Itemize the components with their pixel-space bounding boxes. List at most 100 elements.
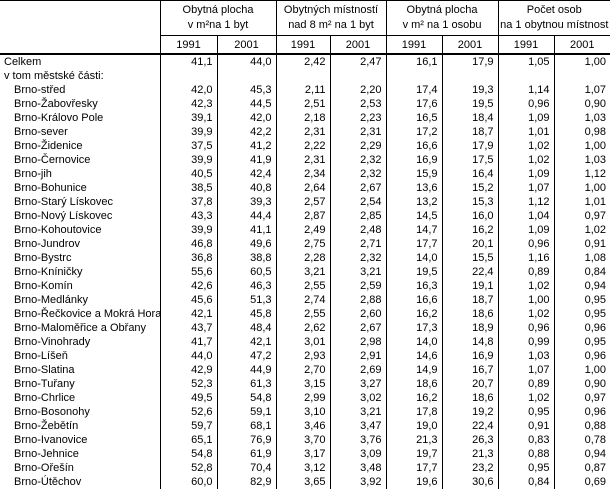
cell-value: 18,6 — [386, 377, 442, 391]
cell-value: 15,5 — [442, 251, 498, 265]
row-label: Brno-Líšeň — [0, 349, 160, 363]
cell-value: 45,3 — [217, 83, 276, 97]
cell-value: 42,3 — [160, 97, 217, 111]
cell-value: 0,97 — [554, 209, 610, 223]
cell-value: 42,4 — [217, 167, 276, 181]
cell-value: 1,09 — [498, 167, 554, 181]
row-label: Brno-střed — [0, 83, 160, 97]
cell-value: 16,6 — [386, 293, 442, 307]
cell-value: 2,22 — [276, 139, 330, 153]
cell-value: 14,9 — [386, 363, 442, 377]
cell-value: 17,8 — [386, 405, 442, 419]
row-label: Brno-Kníničky — [0, 265, 160, 279]
cell-value: 15,3 — [442, 195, 498, 209]
cell-value: 1,03 — [554, 111, 610, 125]
row-label: v tom městské části: — [0, 69, 160, 83]
table-row: Brno-Bohunice 38,5 40,8 2,64 2,67 13,6 1… — [0, 181, 610, 195]
cell-value: 52,6 — [160, 405, 217, 419]
cell-value: 1,16 — [498, 251, 554, 265]
cell-value: 2,74 — [276, 293, 330, 307]
cell-value: 54,8 — [160, 447, 217, 461]
cell-value: 19,0 — [386, 419, 442, 433]
cell-value: 19,5 — [442, 97, 498, 111]
cell-value: 44,5 — [217, 97, 276, 111]
cell-value: 2,32 — [330, 167, 386, 181]
cell-value: 45,6 — [160, 293, 217, 307]
row-label: Brno-Bosonohy — [0, 405, 160, 419]
cell-value: 2,42 — [276, 54, 330, 69]
cell-value: 17,6 — [386, 97, 442, 111]
cell-value: 2,67 — [330, 321, 386, 335]
cell-value: 17,7 — [386, 461, 442, 475]
cell-value: 1,02 — [498, 139, 554, 153]
cell-value: 44,0 — [217, 54, 276, 69]
cell-value: 3,27 — [330, 377, 386, 391]
cell-value: 36,8 — [160, 251, 217, 265]
cell-value: 1,03 — [554, 153, 610, 167]
cell-value: 2,28 — [276, 251, 330, 265]
cell-value: 1,00 — [554, 139, 610, 153]
cell-value: 3,15 — [276, 377, 330, 391]
cell-value: 0,83 — [498, 433, 554, 447]
cell-value: 45,8 — [217, 307, 276, 321]
table-row: Brno-Královo Pole 39,1 42,0 2,18 2,23 16… — [0, 111, 610, 125]
cell-value: 1,09 — [498, 223, 554, 237]
row-label: Brno-Židenice — [0, 139, 160, 153]
cell-value: 3,46 — [276, 419, 330, 433]
cell-value: 37,8 — [160, 195, 217, 209]
table-row: Brno-Žebětín 59,7 68,1 3,46 3,47 19,0 22… — [0, 419, 610, 433]
cell-value: 61,9 — [217, 447, 276, 461]
cell-value — [554, 69, 610, 83]
cell-value: 17,9 — [442, 54, 498, 69]
cell-value: 2,48 — [330, 223, 386, 237]
cell-value: 3,65 — [276, 475, 330, 489]
cell-value: 39,9 — [160, 223, 217, 237]
cell-value: 1,01 — [554, 195, 610, 209]
column-group-header: Obytných místností nad 8 m² na 1 byt — [276, 1, 386, 36]
cell-value: 3,21 — [330, 405, 386, 419]
cell-value: 1,01 — [498, 125, 554, 139]
cell-value: 0,84 — [554, 265, 610, 279]
cell-value: 68,1 — [217, 419, 276, 433]
year-header: 1991 — [386, 36, 442, 55]
cell-value: 17,3 — [386, 321, 442, 335]
cell-value: 16,2 — [442, 223, 498, 237]
cell-value: 0,96 — [498, 237, 554, 251]
cell-value: 1,09 — [498, 111, 554, 125]
cell-value: 14,0 — [386, 251, 442, 265]
table-row: Celkem 41,1 44,0 2,42 2,47 16,1 17,9 1,0… — [0, 54, 610, 69]
cell-value: 17,7 — [386, 237, 442, 251]
cell-value: 13,6 — [386, 181, 442, 195]
cell-value: 14,0 — [386, 335, 442, 349]
cell-value — [386, 69, 442, 83]
cell-value: 2,20 — [330, 83, 386, 97]
table-row: Brno-Útěchov 60,0 82,9 3,65 3,92 19,6 30… — [0, 475, 610, 489]
cell-value — [276, 69, 330, 83]
table-body: Celkem 41,1 44,0 2,42 2,47 16,1 17,9 1,0… — [0, 54, 610, 489]
cell-value: 2,64 — [276, 181, 330, 195]
cell-value: 3,47 — [330, 419, 386, 433]
cell-value: 18,9 — [442, 321, 498, 335]
cell-value: 1,07 — [498, 363, 554, 377]
cell-value: 3,17 — [276, 447, 330, 461]
table-row: Brno-Bystrc 36,8 38,8 2,28 2,32 14,0 15,… — [0, 251, 610, 265]
cell-value: 1,02 — [498, 279, 554, 293]
cell-value: 2,98 — [330, 335, 386, 349]
cell-value: 1,14 — [498, 83, 554, 97]
cell-value: 0,96 — [498, 97, 554, 111]
cell-value: 2,49 — [276, 223, 330, 237]
cell-value: 2,62 — [276, 321, 330, 335]
table-row: Brno-Židenice 37,5 41,2 2,22 2,29 16,6 1… — [0, 139, 610, 153]
cell-value: 0,78 — [554, 433, 610, 447]
row-label: Brno-Vinohrady — [0, 335, 160, 349]
cell-value: 0,94 — [554, 447, 610, 461]
cell-value: 1,07 — [498, 181, 554, 195]
year-header: 1991 — [276, 36, 330, 55]
cell-value: 2,88 — [330, 293, 386, 307]
cell-value: 16,2 — [386, 307, 442, 321]
cell-value: 1,02 — [498, 307, 554, 321]
row-label: Brno-Chrlice — [0, 391, 160, 405]
cell-value: 46,3 — [217, 279, 276, 293]
cell-value: 13,2 — [386, 195, 442, 209]
